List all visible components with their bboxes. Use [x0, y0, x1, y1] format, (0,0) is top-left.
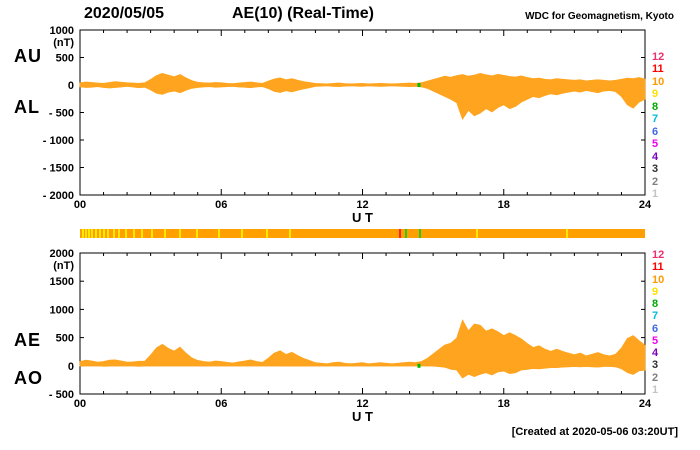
- ae-axis-label: AE: [14, 330, 42, 350]
- availability-stripe: [163, 229, 166, 238]
- station-number: 12: [652, 249, 665, 261]
- availability-stripe: [107, 229, 110, 238]
- station-number: 3: [652, 359, 659, 372]
- availability-stripe: [102, 229, 105, 238]
- created-at-label: [Created at 2020-05-06 03:20UT]: [511, 426, 678, 438]
- availability-stripe: [84, 229, 87, 238]
- x-tick-label: 24: [639, 398, 652, 410]
- station-number: 3: [652, 163, 659, 176]
- station-number: 8: [652, 100, 659, 113]
- y-tick-label: - 2000: [43, 190, 74, 202]
- data-gap-marker: [417, 83, 421, 87]
- ae-ao-chart: 2000 1500 1000 500 0 - 500 (nT) 00 06 12 18 24 U T: [49, 248, 652, 424]
- station-number: 2: [652, 371, 659, 384]
- station-number: 12: [652, 51, 665, 63]
- x-tick-label: 06: [215, 199, 227, 211]
- station-number-column-top: 12 11 10 9 8 7 6 5 4 3 2 1: [652, 52, 676, 200]
- data-source-label: WDC for Geomagnetism, Kyoto: [525, 11, 674, 22]
- y-tick-label: 1000: [50, 304, 74, 316]
- series-au-area: [79, 73, 646, 86]
- availability-stripe: [150, 229, 153, 238]
- availability-stripe: [195, 229, 198, 238]
- x-axis-label: U T: [352, 409, 373, 424]
- station-number: 4: [652, 347, 659, 360]
- data-gap-marker: [417, 363, 421, 368]
- station-number: 7: [652, 113, 659, 126]
- x-tick-label: 06: [215, 398, 227, 410]
- y-tick-label: 500: [56, 53, 74, 65]
- availability-stripe: [266, 229, 269, 238]
- availability-stripe: [241, 229, 244, 238]
- availability-stripe: [475, 229, 478, 238]
- availability-stripe: [95, 229, 98, 238]
- y-tick-label: 0: [68, 361, 74, 373]
- station-number: 4: [652, 150, 659, 163]
- station-number: 1: [652, 187, 659, 200]
- y-axis-unit-label: (nT): [53, 260, 74, 272]
- station-number: 10: [652, 273, 665, 286]
- station-number: 5: [652, 334, 659, 347]
- availability-stripe: [289, 229, 292, 238]
- station-availability-bar: [80, 229, 645, 238]
- series-ao-area: [79, 363, 646, 379]
- y-tick-label: - 500: [49, 108, 74, 120]
- availability-stripe: [91, 229, 94, 238]
- x-tick-label: 24: [639, 199, 652, 211]
- station-number: 7: [652, 310, 659, 323]
- y-tick-label: - 500: [49, 389, 74, 401]
- availability-stripe: [118, 229, 121, 238]
- availability-stripe: [141, 229, 144, 238]
- plot-date: 2020/05/05: [84, 5, 165, 22]
- station-number: 1: [652, 383, 659, 396]
- availability-stripe: [399, 229, 402, 238]
- station-number: 6: [652, 125, 659, 138]
- station-number: 9: [652, 88, 659, 101]
- x-tick-label: 12: [356, 199, 368, 211]
- availability-stripe: [218, 229, 221, 238]
- plot-frame: [79, 252, 646, 395]
- y-axis-unit-label: (nT): [53, 37, 74, 49]
- ao-axis-label: AO: [14, 368, 43, 388]
- y-tick-label: - 1500: [43, 163, 74, 175]
- y-tick-label: 500: [56, 333, 74, 345]
- x-tick-label: 00: [74, 199, 86, 211]
- availability-stripe: [87, 229, 90, 238]
- y-tick-label: 0: [68, 80, 74, 92]
- availability-stripe: [178, 229, 181, 238]
- x-tick-label: 00: [74, 398, 86, 410]
- station-number: 9: [652, 285, 659, 298]
- availability-stripe: [98, 229, 101, 238]
- x-axis-label: U T: [352, 210, 373, 225]
- series-al-area: [79, 84, 646, 120]
- x-tick-label: 18: [498, 398, 510, 410]
- page-title: AE(10) (Real-Time): [232, 5, 374, 22]
- y-tick-label: - 1000: [43, 135, 74, 147]
- station-number: 8: [652, 298, 659, 311]
- x-tick-label: 18: [498, 199, 510, 211]
- y-tick-label: 2000: [50, 248, 74, 260]
- station-number: 11: [652, 261, 664, 274]
- plot-frame: [79, 29, 646, 196]
- station-number: 5: [652, 138, 659, 151]
- availability-stripe: [133, 229, 136, 238]
- station-number: 6: [652, 322, 659, 335]
- series-ae-area: [79, 319, 646, 367]
- station-number-column-bottom: 12 11 10 9 8 7 6 5 4 3 2 1: [652, 250, 676, 396]
- availability-stripe: [125, 229, 128, 238]
- availability-stripe: [565, 229, 568, 238]
- au-axis-label: AU: [14, 46, 42, 66]
- x-tick-label: 12: [356, 398, 368, 410]
- availability-stripe: [81, 229, 84, 238]
- availability-stripe: [419, 229, 421, 238]
- availability-stripe: [404, 229, 407, 238]
- au-al-chart: 1000 500 0 - 500 - 1000 - 1500 - 2000 (nT) 00 06 1…: [43, 25, 652, 225]
- y-tick-label: 1000: [50, 25, 74, 37]
- station-number: 2: [652, 175, 659, 188]
- y-tick-label: 1500: [50, 276, 74, 288]
- station-number: 11: [652, 63, 664, 76]
- availability-stripe: [112, 229, 115, 238]
- station-number: 10: [652, 75, 665, 88]
- al-axis-label: AL: [14, 97, 40, 117]
